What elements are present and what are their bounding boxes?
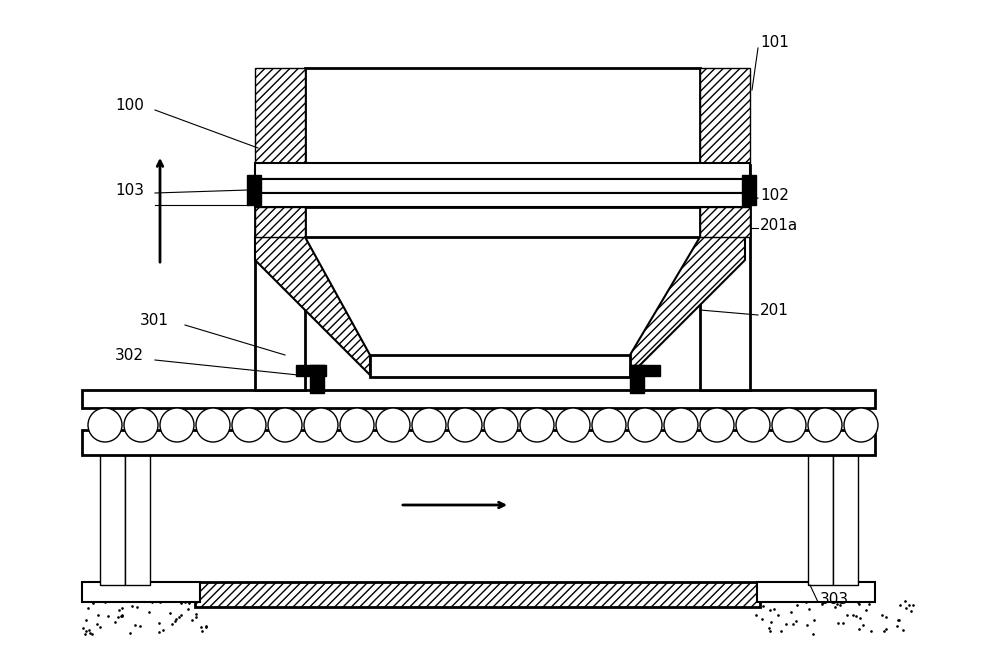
Circle shape [664,408,698,442]
Circle shape [304,408,338,442]
Bar [82,430,875,455]
Bar [305,68,700,163]
Text: 101: 101 [760,35,789,49]
Polygon shape [255,237,370,375]
Bar [255,68,305,163]
Circle shape [196,408,230,442]
Bar [630,365,644,393]
Circle shape [340,408,374,442]
Circle shape [412,408,446,442]
Circle shape [124,408,158,442]
Circle shape [808,408,842,442]
Bar [742,175,756,205]
Circle shape [772,408,806,442]
Text: 201: 201 [760,303,789,317]
Circle shape [448,408,482,442]
Text: 302: 302 [115,348,144,362]
Bar [255,193,750,207]
Bar [255,165,305,390]
Bar [700,68,750,163]
Bar [125,455,150,585]
Bar [255,207,305,237]
Bar [833,455,858,585]
Circle shape [160,408,194,442]
Bar [808,455,833,585]
Circle shape [628,408,662,442]
Bar [296,365,326,376]
Bar [700,207,750,237]
Bar [100,455,125,585]
Circle shape [592,408,626,442]
Bar [370,355,630,377]
Bar [630,365,660,376]
Circle shape [484,408,518,442]
Bar [310,365,324,393]
Bar [305,207,700,237]
Bar [255,163,750,179]
Bar [82,390,875,408]
Circle shape [700,408,734,442]
Bar [247,175,261,205]
Bar [195,582,760,607]
Text: 103: 103 [115,182,144,198]
Circle shape [520,408,554,442]
Text: 102: 102 [760,188,789,203]
Circle shape [376,408,410,442]
Polygon shape [630,237,745,375]
Text: 301: 301 [140,313,169,327]
Text: 100: 100 [115,98,144,112]
Circle shape [844,408,878,442]
Circle shape [88,408,122,442]
Bar [700,165,750,390]
Bar [255,179,750,193]
Circle shape [232,408,266,442]
Text: 303: 303 [820,593,849,608]
Circle shape [268,408,302,442]
Bar [82,582,200,602]
Circle shape [556,408,590,442]
Text: 201a: 201a [760,217,798,233]
Bar [757,582,875,602]
Circle shape [736,408,770,442]
